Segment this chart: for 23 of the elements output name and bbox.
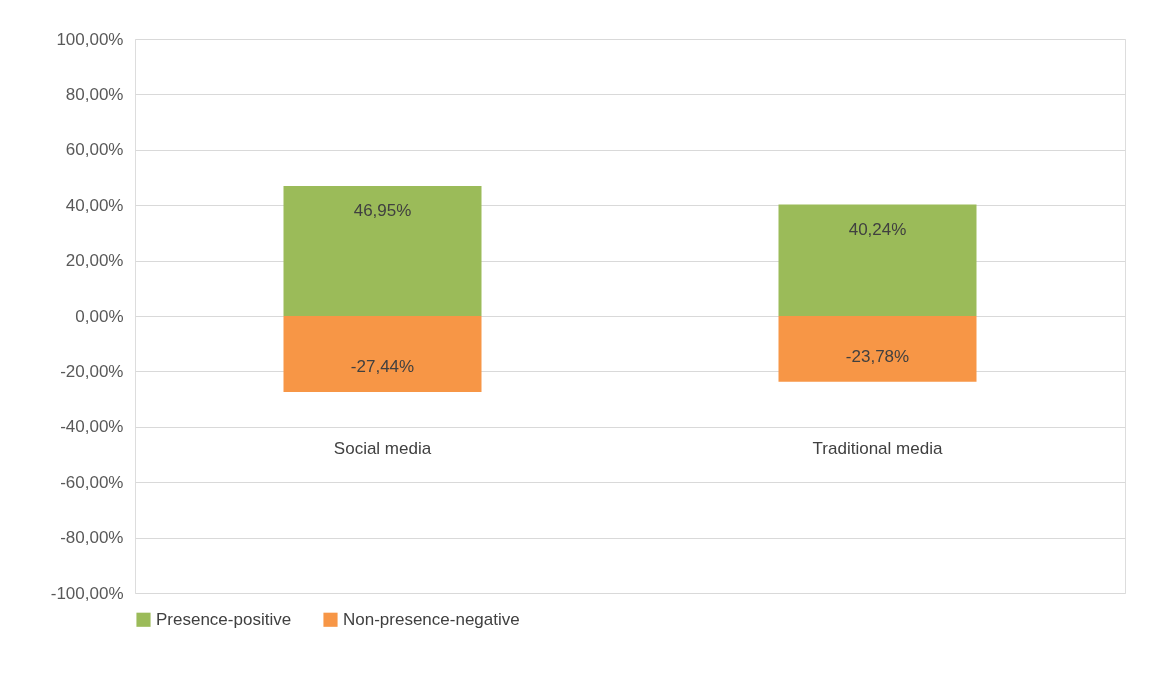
data-label: -23,78% <box>845 346 910 366</box>
y-tick-label: -40,00% <box>60 417 124 437</box>
legend-label: Non-presence-negative <box>343 609 520 629</box>
legend-label: Presence-positive <box>156 609 292 629</box>
y-tick-label: 80,00% <box>65 84 124 104</box>
y-tick-label: 60,00% <box>65 140 124 160</box>
bar <box>283 316 482 393</box>
x-tick-label: Social media <box>333 438 432 458</box>
y-tick-label: -100,00% <box>50 583 124 603</box>
y-tick-label: 40,00% <box>65 195 124 215</box>
x-tick-label: Traditional media <box>812 438 943 458</box>
data-label: 40,24% <box>848 219 907 239</box>
data-label: -27,44% <box>350 357 415 377</box>
y-tick-label: 20,00% <box>65 251 124 271</box>
y-tick-label: 100,00% <box>56 29 124 49</box>
y-tick-label: 0,00% <box>75 306 124 326</box>
y-tick-label: -80,00% <box>60 528 124 548</box>
data-label: 46,95% <box>353 200 412 220</box>
bar <box>778 316 977 382</box>
bar <box>283 185 482 316</box>
y-tick-label: -20,00% <box>60 361 124 381</box>
y-tick-label: -60,00% <box>60 472 124 492</box>
bar <box>778 204 977 316</box>
